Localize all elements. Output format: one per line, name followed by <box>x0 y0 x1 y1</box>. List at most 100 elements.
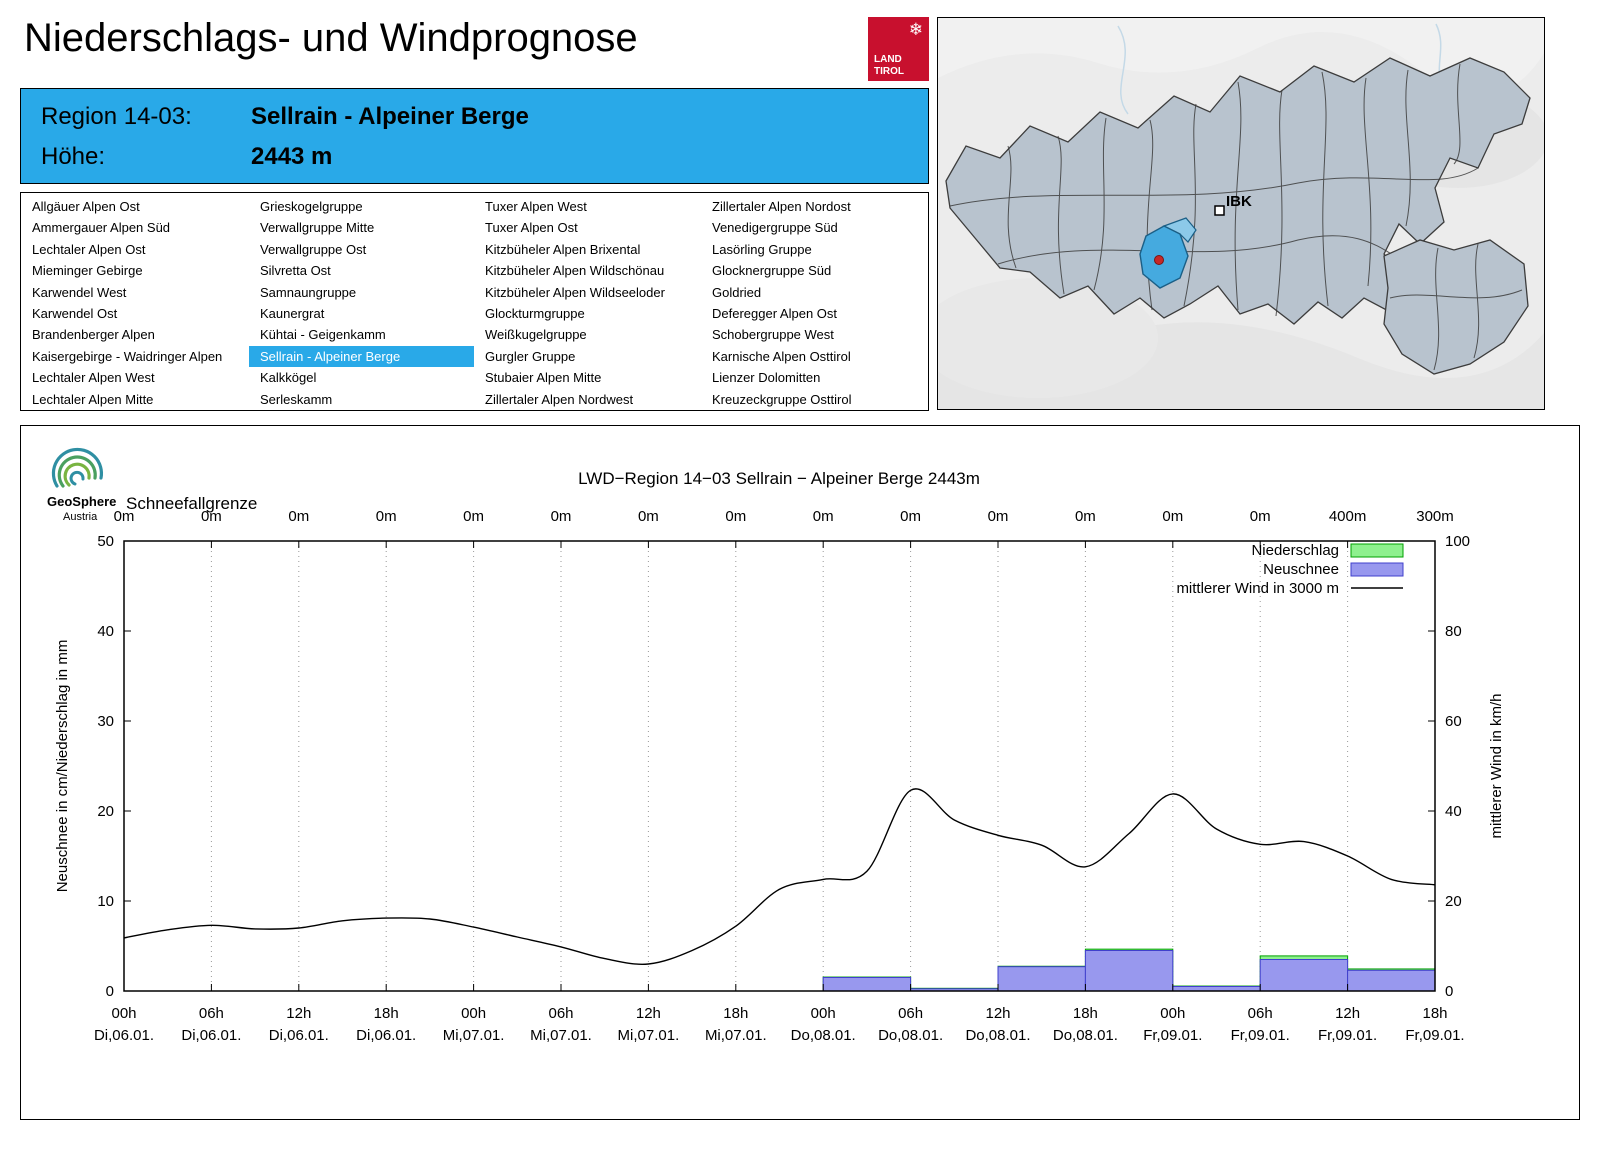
x-tick-date: Fr,09.01. <box>1231 1027 1290 1044</box>
x-tick-date: Mi,07.01. <box>530 1027 592 1044</box>
x-tick-date: Mi,07.01. <box>443 1027 505 1044</box>
legend-neuschnee-swatch <box>1350 562 1404 577</box>
tirol-map-svg: IBK <box>938 18 1544 409</box>
x-tick-date: Di,06.01. <box>269 1027 329 1044</box>
x-tick-time: 18h <box>1422 1005 1447 1022</box>
region-list-item[interactable]: Karwendel Ost <box>32 305 118 321</box>
region-borders <box>949 63 1479 317</box>
hoehe-value: 2443 m <box>251 143 333 170</box>
region-value: Sellrain - Alpeiner Berge <box>251 103 529 130</box>
wind-series <box>123 788 1436 965</box>
region-list-item[interactable]: Kühtai - Geigenkamm <box>260 327 386 343</box>
region-list-item[interactable]: Stubaier Alpen Mitte <box>485 370 602 386</box>
region-list-item[interactable]: Karnische Alpen Osttirol <box>712 348 851 364</box>
x-tick-date: Fr,09.01. <box>1405 1027 1464 1044</box>
region-list-item[interactable]: Weißkugelgruppe <box>485 327 587 343</box>
east-tirol-regions[interactable] <box>1383 239 1529 375</box>
neuschnee-bar <box>822 977 912 992</box>
snowline-value: 0m <box>900 508 921 525</box>
region-list-item[interactable]: Kaunergrat <box>260 305 325 321</box>
snowline-value: 0m <box>1075 508 1096 525</box>
region-list-item[interactable]: Lienzer Dolomitten <box>712 370 821 386</box>
x-tick-date: Di,06.01. <box>356 1027 416 1044</box>
region-list-column: Zillertaler Alpen Nordost Venedigergruppe… <box>701 196 928 410</box>
region-list-item[interactable]: Schobergruppe West <box>712 327 834 343</box>
region-list-item[interactable]: Kitzbüheler Alpen Wildschönau <box>485 263 665 279</box>
hoehe-label: Höhe: <box>41 143 106 170</box>
region-list-item[interactable]: Zillertaler Alpen Nordost <box>712 199 851 214</box>
neuschnee-bar <box>1084 950 1174 992</box>
ibk-label: IBK <box>1226 193 1252 210</box>
selected-region-highlight[interactable] <box>1139 217 1197 289</box>
region-list-item[interactable]: Serleskamm <box>260 391 333 407</box>
region-list-item[interactable]: Zillertaler Alpen Nordwest <box>485 391 634 407</box>
axes <box>123 540 1436 992</box>
logo-line1: LAND <box>874 54 902 65</box>
forecast-chart-panel: GeoSphere Austria LWD−Region 14−03 Sellr… <box>20 425 1580 1120</box>
svg-text:0: 0 <box>106 983 114 1000</box>
svg-text:100: 100 <box>1445 533 1470 550</box>
region-list-item[interactable]: Karwendel West <box>32 284 127 300</box>
x-tick-time: 00h <box>461 1005 486 1022</box>
region-list-item[interactable]: Grieskogelgruppe <box>260 199 363 214</box>
svg-text:60: 60 <box>1445 713 1462 730</box>
region-list-item[interactable]: Kaisergebirge - Waidringer Alpen <box>32 348 223 364</box>
region-list-item[interactable]: Mieminger Gebirge <box>32 263 143 279</box>
chart-title: LWD−Region 14−03 Sellrain − Alpeiner Ber… <box>578 469 980 488</box>
region-list-item[interactable]: Verwallgruppe Ost <box>260 241 367 257</box>
legend-neuschnee-label: Neuschnee <box>1263 561 1339 578</box>
region-list: Allgäuer Alpen Ost Ammergauer Alpen Süd Le… <box>20 192 929 411</box>
region-list-item[interactable]: Kitzbüheler Alpen Wildseeloder <box>485 284 665 300</box>
x-tick-date: Fr,09.01. <box>1143 1027 1202 1044</box>
snowline-value: 0m <box>988 508 1009 525</box>
region-list-item[interactable]: Tuxer Alpen West <box>485 199 587 214</box>
region-list-item[interactable]: Kalkkögel <box>260 370 317 386</box>
tirol-region-map[interactable]: IBK <box>937 17 1545 410</box>
region-list-item[interactable]: Kitzbüheler Alpen Brixental <box>485 241 641 257</box>
region-list-item[interactable]: Lasörling Gruppe <box>712 241 812 257</box>
x-tick-time: 06h <box>1248 1005 1273 1022</box>
region-list-item[interactable]: Lechtaler Alpen Ost <box>32 241 146 257</box>
region-list-item[interactable]: Verwallgruppe Mitte <box>260 220 375 236</box>
geosphere-logo: GeoSphere Austria <box>43 446 153 526</box>
svg-text:40: 40 <box>97 623 114 640</box>
neuschnee-bar <box>1347 969 1436 992</box>
snowline-value: 0m <box>114 508 135 525</box>
region-list-item[interactable]: Kreuzeckgruppe Osttirol <box>712 391 852 407</box>
wind-line <box>123 788 1436 965</box>
snowline-value: 300m <box>1416 508 1454 525</box>
region-list-item[interactable]: Silvretta Ost <box>260 263 331 279</box>
region-list-item[interactable]: Gurgler Gruppe <box>485 348 576 364</box>
region-list-item[interactable]: Deferegger Alpen Ost <box>712 305 838 321</box>
svg-text:50: 50 <box>97 533 114 550</box>
x-tick-time: 18h <box>1073 1005 1098 1022</box>
region-list-item[interactable]: Goldried <box>712 284 762 300</box>
svg-text:20: 20 <box>97 803 114 820</box>
legend-niederschlag-label: Niederschlag <box>1251 542 1339 559</box>
bar-series <box>822 948 1436 992</box>
region-list-item[interactable]: Ammergauer Alpen Süd <box>32 220 171 236</box>
region-list-item[interactable]: Venedigergruppe Süd <box>712 220 838 236</box>
land-tirol-logo: ❄ LAND TIROL <box>868 17 929 81</box>
x-tick-time: 00h <box>111 1005 136 1022</box>
region-list-item[interactable]: Lechtaler Alpen West <box>32 370 155 386</box>
region-list-item[interactable]: Samnaungruppe <box>260 284 357 300</box>
ibk-marker: IBK <box>1214 193 1252 216</box>
snowflake-icon: ❄ <box>908 20 923 39</box>
region-list-item[interactable]: Tuxer Alpen Ost <box>485 220 578 236</box>
region-list-item[interactable]: Allgäuer Alpen Ost <box>32 199 140 214</box>
river-line <box>1117 25 1129 115</box>
region-list-column: Allgäuer Alpen Ost Ammergauer Alpen Süd Le… <box>21 196 249 410</box>
svg-text:40: 40 <box>1445 803 1462 820</box>
x-tick-time: 06h <box>898 1005 923 1022</box>
svg-text:0: 0 <box>1445 983 1453 1000</box>
region-list-item[interactable]: Brandenberger Alpen <box>32 327 155 343</box>
region-borders <box>1389 243 1523 371</box>
geosphere-name: GeoSphere <box>47 494 116 509</box>
legend-wind-label: mittlerer Wind in 3000 m <box>1176 580 1339 597</box>
region-list-item[interactable]: Glockturmgruppe <box>485 305 585 321</box>
region-list-item[interactable]: Lechtaler Alpen Mitte <box>32 391 154 407</box>
region-list-item[interactable]: Glocknergruppe Süd <box>712 263 832 279</box>
region-list-item-selected[interactable]: Sellrain - Alpeiner Berge <box>249 345 474 368</box>
x-tick-date: Do,08.01. <box>791 1027 856 1044</box>
